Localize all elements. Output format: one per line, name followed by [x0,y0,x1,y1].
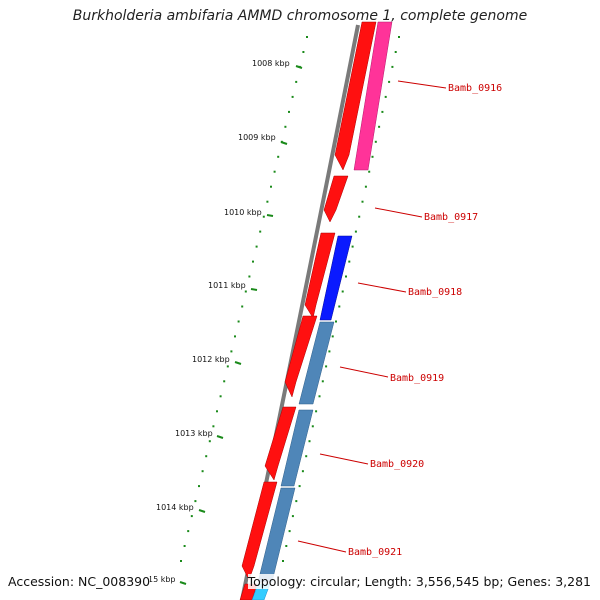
gene-label-bamb-0920[interactable]: Bamb_0920 [370,459,424,470]
gene-arrow-bamb-0921-strand[interactable] [241,481,278,581]
gene-label-bamb-0916[interactable]: Bamb_0916 [448,83,502,94]
gene-labels: Bamb_0916 Bamb_0917 Bamb_0918 Bamb_0919 … [348,83,502,558]
gene-label-bamb-0921[interactable]: Bamb_0921 [348,547,402,558]
gene-block-bamb-0919-outer[interactable] [298,321,335,405]
outer-gene-track[interactable] [251,21,393,600]
tick-label-1008: 1008 kbp [252,59,290,68]
tick-label-1011: 1011 kbp [208,281,246,290]
position-ticks [179,65,303,585]
gene-arrow-bamb-0918-strand[interactable] [304,232,336,319]
gene-arrow-bamb-0920-strand[interactable] [264,406,297,481]
position-tick-labels: 1008 kbp 1009 kbp 1010 kbp 1011 kbp 1012… [148,59,290,584]
tick-label-1012: 1012 kbp [192,355,230,364]
gene-block-bamb-0918-outer[interactable] [319,235,353,321]
tick-label-1014: 1014 kbp [156,503,194,512]
gene-label-bamb-0918[interactable]: Bamb_0918 [408,287,462,298]
gene-arrow-bamb-0916-strand[interactable] [334,21,377,171]
gene-arrow-bamb-0919-strand[interactable] [284,315,318,398]
gene-block-bamb-0916-outer[interactable] [353,21,393,171]
topology-summary: Topology: circular; Length: 3,556,545 bp… [247,574,591,589]
inner-gene-track[interactable] [239,21,377,600]
gene-label-leaders [297,80,447,553]
gene-block-bamb-0920-outer[interactable] [280,409,314,487]
gene-label-bamb-0917[interactable]: Bamb_0917 [424,212,478,223]
tick-label-1009: 1009 kbp [238,133,276,142]
tick-label-1010: 1010 kbp [224,208,262,217]
tick-label-1013: 1013 kbp [175,429,213,438]
map-title: Burkholderia ambifaria AMMD chromosome 1… [72,8,528,24]
tick-label-1015: 15 kbp [148,575,176,584]
gene-label-bamb-0919[interactable]: Bamb_0919 [390,373,444,384]
green-tick-marks [180,36,400,562]
accession-text: Accession: NC_008390 [8,574,151,589]
gene-arrow-bamb-0917-strand[interactable] [323,175,349,223]
